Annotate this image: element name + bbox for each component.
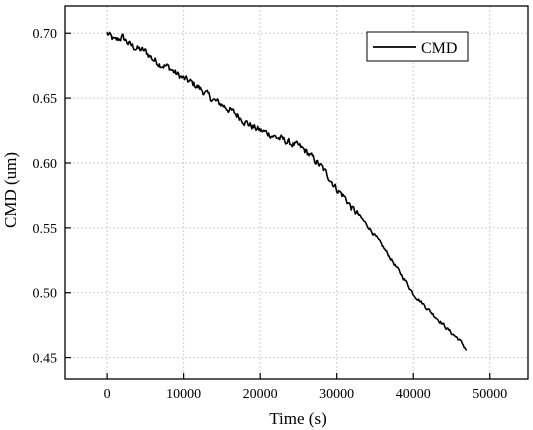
y-tick-label: 0.55 (33, 222, 58, 237)
x-tick-label: 10000 (166, 387, 201, 402)
x-tick-label: 30000 (319, 387, 354, 402)
y-tick-label: 0.60 (33, 157, 58, 172)
x-tick-label: 40000 (396, 387, 431, 402)
y-tick-label: 0.70 (33, 27, 58, 42)
y-axis-ticks: 0.45 0.50 0.55 0.60 0.65 0.70 (33, 27, 71, 367)
legend: CMD (366, 31, 469, 62)
y-axis-label: CMD (um) (1, 152, 20, 228)
x-axis-label: Time (s) (269, 409, 326, 428)
x-tick-label: 20000 (243, 387, 278, 402)
plot-area-frame (64, 5, 529, 380)
y-tick-label: 0.50 (33, 287, 58, 302)
y-tick-label: 0.65 (33, 92, 58, 107)
x-tick-label: 50000 (472, 387, 507, 402)
x-tick-label: 0 (104, 387, 111, 402)
y-tick-label: 0.45 (33, 352, 58, 367)
legend-label-cmd: CMD (421, 40, 457, 57)
x-axis-ticks: 0 10000 20000 30000 40000 50000 (104, 373, 507, 402)
series-line-cmd (106, 31, 468, 351)
grid-lines (65, 6, 528, 379)
